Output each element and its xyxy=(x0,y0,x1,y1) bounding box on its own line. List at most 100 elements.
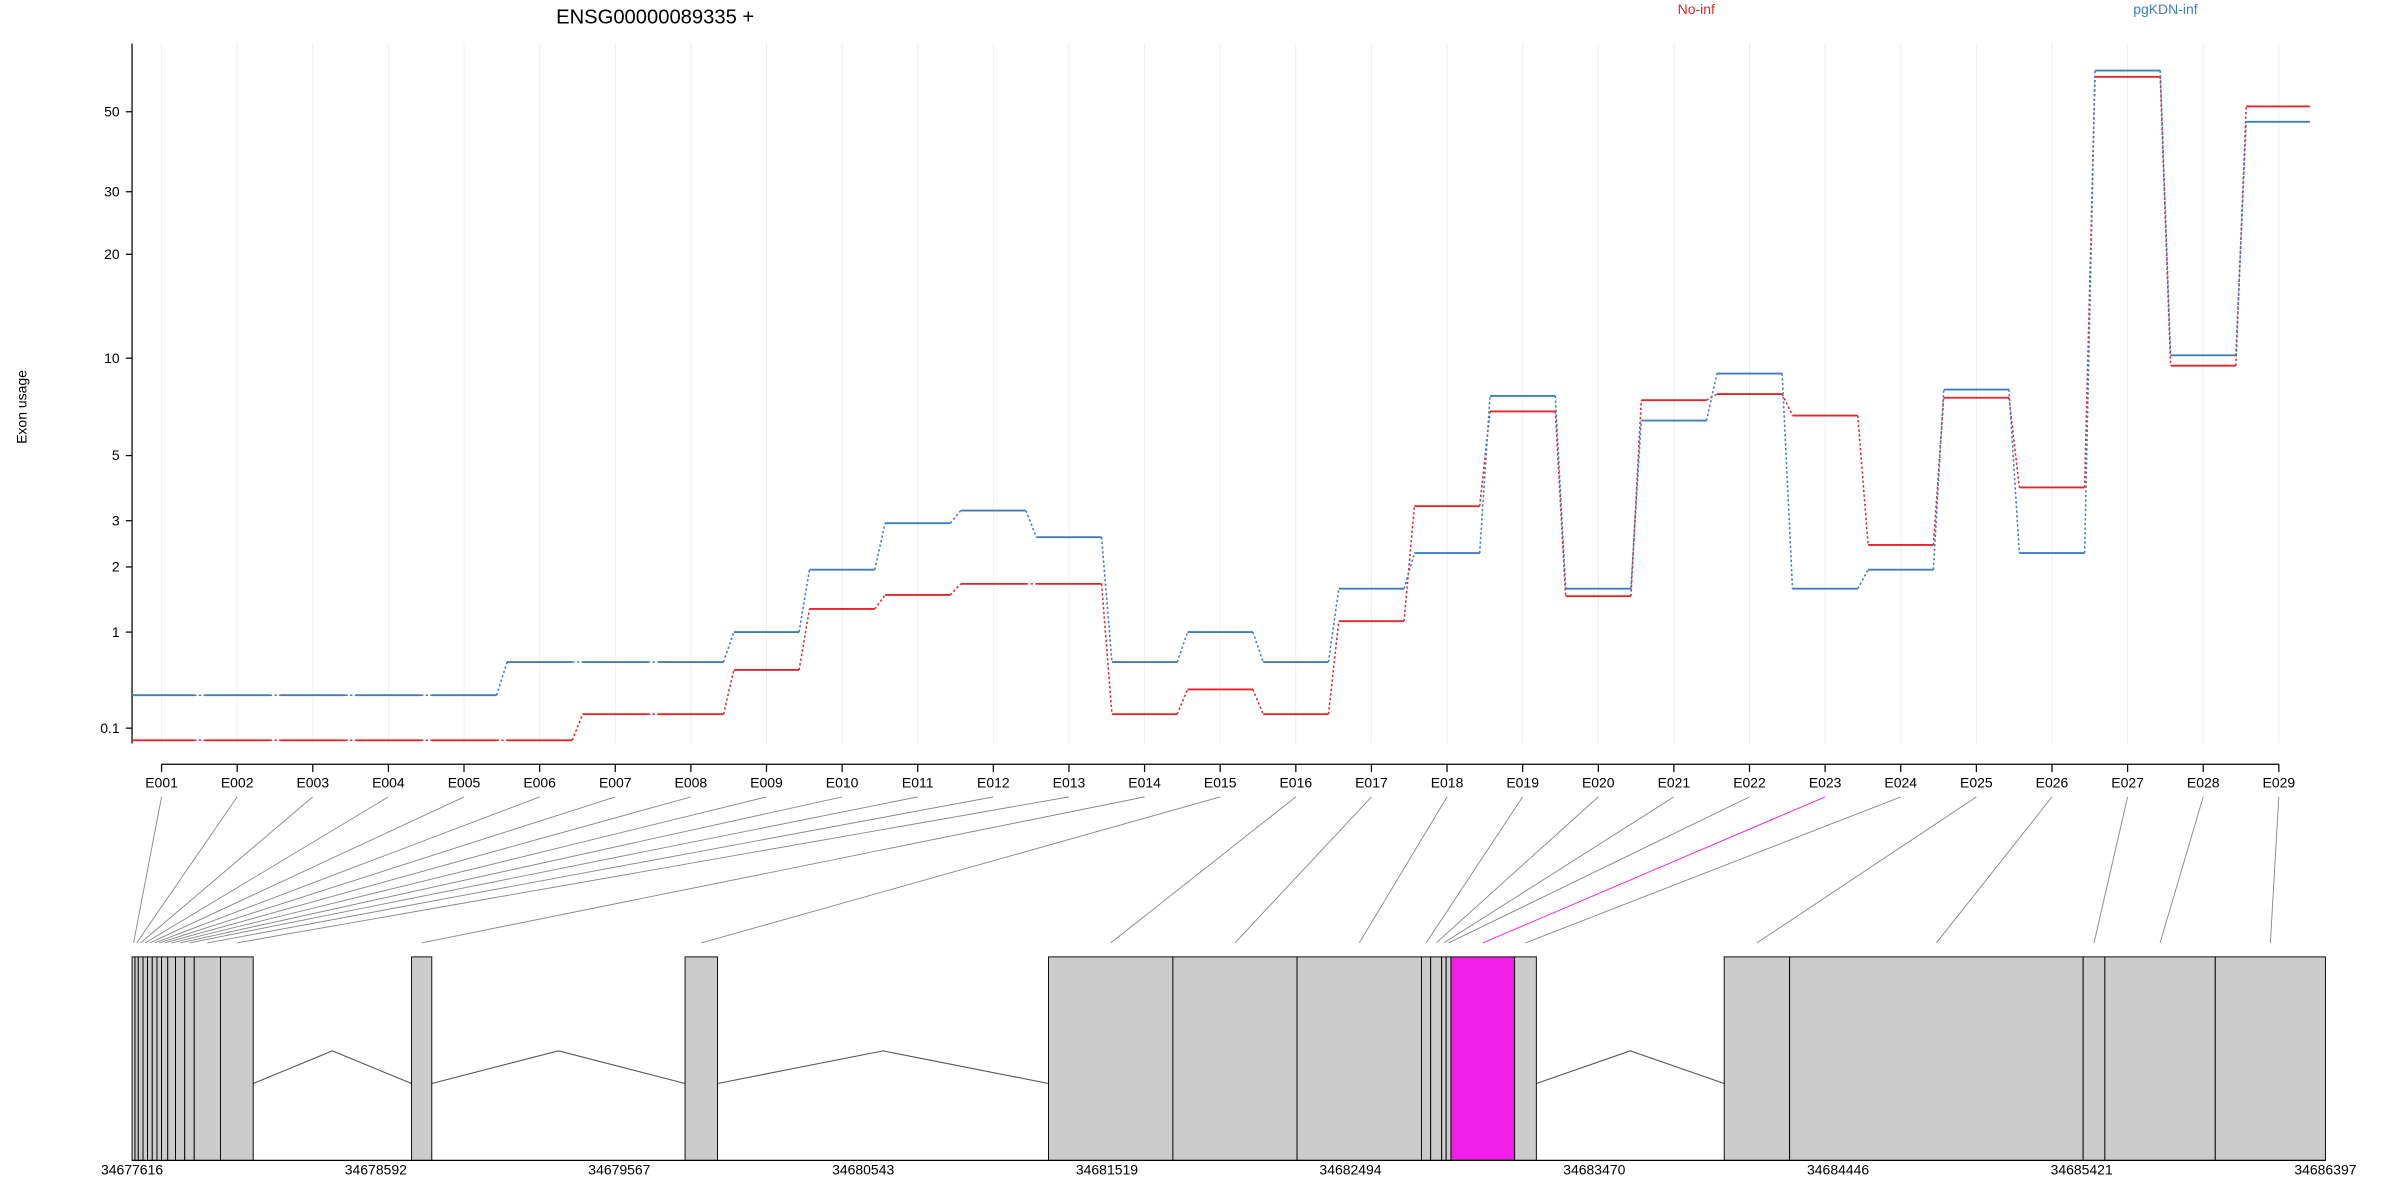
exon xyxy=(1441,956,1447,1161)
step-connector xyxy=(2008,397,2021,488)
step-connector xyxy=(874,594,886,610)
exon-connector xyxy=(1443,796,1675,944)
step-connector xyxy=(1403,506,1416,622)
exon xyxy=(1723,956,1791,1161)
x-tick-label: E001 xyxy=(145,775,178,791)
legend-label: No-inf xyxy=(1678,1,1715,17)
exon xyxy=(411,956,433,1161)
x-tick-label: E010 xyxy=(826,775,859,791)
step-connector xyxy=(2083,70,2096,554)
x-tick-label: E019 xyxy=(1506,775,1539,791)
exon xyxy=(167,956,176,1161)
step-connector xyxy=(1781,373,1794,589)
exon xyxy=(684,956,719,1161)
step-connector xyxy=(722,631,735,663)
step-connector xyxy=(1857,569,1869,590)
x-tick-label: E018 xyxy=(1431,775,1464,791)
exon xyxy=(1445,956,1452,1161)
exon-connector xyxy=(180,796,843,944)
y-tick-label: 10 xyxy=(104,350,120,366)
step-connector xyxy=(1100,583,1113,715)
genome-tick-label: 34677616 xyxy=(101,1161,163,1177)
exon-connector xyxy=(236,796,1070,944)
x-tick-label: E006 xyxy=(523,775,556,791)
step-connector xyxy=(1252,631,1264,663)
exon-connector xyxy=(207,796,994,944)
x-tick-label: E022 xyxy=(1733,775,1766,791)
intron xyxy=(717,1050,1049,1085)
exon xyxy=(184,956,195,1161)
exon xyxy=(219,956,254,1161)
x-tick-label: E028 xyxy=(2187,775,2220,791)
genome-tick-label: 34682494 xyxy=(1319,1161,1381,1177)
exon xyxy=(1450,956,1516,1161)
x-tick-label: E029 xyxy=(2263,775,2296,791)
x-tick-label: E003 xyxy=(296,775,329,791)
exon xyxy=(142,956,148,1161)
step-connector xyxy=(798,569,811,633)
exon xyxy=(1048,956,1174,1161)
step-connector xyxy=(798,608,811,671)
x-tick-label: E016 xyxy=(1279,775,1312,791)
step-connector xyxy=(1781,393,1794,416)
y-tick-label: 20 xyxy=(104,246,120,262)
exon-connector xyxy=(1358,796,1448,944)
y-axis-label: Exon usage xyxy=(13,370,29,444)
chart-title: ENSG00000089335 + xyxy=(556,6,754,28)
x-tick-label: E025 xyxy=(1960,775,1993,791)
step-connector xyxy=(1176,689,1189,715)
exon-connector xyxy=(149,796,465,944)
step-connector xyxy=(1705,373,1718,421)
exon-connector xyxy=(1936,796,2053,944)
x-tick-label: E002 xyxy=(221,775,254,791)
exon xyxy=(147,956,153,1161)
step-connector xyxy=(1327,588,1340,663)
exon-connector xyxy=(154,796,540,944)
genome-tick-label: 34685421 xyxy=(2051,1161,2113,1177)
exon-connector xyxy=(171,796,767,944)
exon xyxy=(2082,956,2106,1161)
y-tick-label: 0.1 xyxy=(100,720,120,736)
step-connector xyxy=(949,510,962,524)
exon-connector xyxy=(189,796,918,944)
exon xyxy=(2104,956,2216,1161)
y-tick-label: 50 xyxy=(104,103,120,119)
exon-connector xyxy=(1425,796,1524,944)
exon-connector xyxy=(133,796,163,944)
x-tick-label: E026 xyxy=(2036,775,2069,791)
exon-connector xyxy=(2269,796,2280,943)
exon xyxy=(137,956,144,1161)
step-connector xyxy=(1252,689,1264,715)
x-tick-label: E014 xyxy=(1128,775,1161,791)
exon xyxy=(134,956,139,1161)
y-tick-label: 1 xyxy=(112,624,120,640)
x-tick-label: E011 xyxy=(902,775,934,791)
x-tick-label: E015 xyxy=(1204,775,1237,791)
y-tick-label: 5 xyxy=(112,447,120,463)
y-tick-label: 2 xyxy=(112,559,120,575)
exon xyxy=(1420,956,1432,1161)
genome-tick-label: 34679567 xyxy=(588,1161,650,1177)
step-connector xyxy=(2159,70,2172,356)
exon xyxy=(1514,956,1537,1161)
exon-connector xyxy=(421,796,1145,944)
exon xyxy=(1430,956,1443,1161)
exon-connector xyxy=(159,796,616,944)
exon-connector xyxy=(1435,796,1599,944)
genome-tick-label: 34684446 xyxy=(1807,1161,1869,1177)
genome-tick-label: 34686397 xyxy=(2294,1161,2356,1177)
x-tick-label: E023 xyxy=(1809,775,1842,791)
exon xyxy=(161,956,169,1161)
intron xyxy=(1536,1050,1725,1085)
step-connector xyxy=(1856,415,1869,546)
exon-connector xyxy=(1482,796,1826,944)
genome-tick-label: 34680543 xyxy=(832,1161,894,1177)
x-tick-label: E021 xyxy=(1658,775,1691,791)
genome-tick-label: 34678592 xyxy=(345,1161,407,1177)
step-connector xyxy=(1630,420,1643,589)
step-connector xyxy=(495,661,508,696)
step-connector xyxy=(722,669,735,715)
x-tick-label: E024 xyxy=(1884,775,1917,791)
step-connector xyxy=(2235,121,2247,356)
